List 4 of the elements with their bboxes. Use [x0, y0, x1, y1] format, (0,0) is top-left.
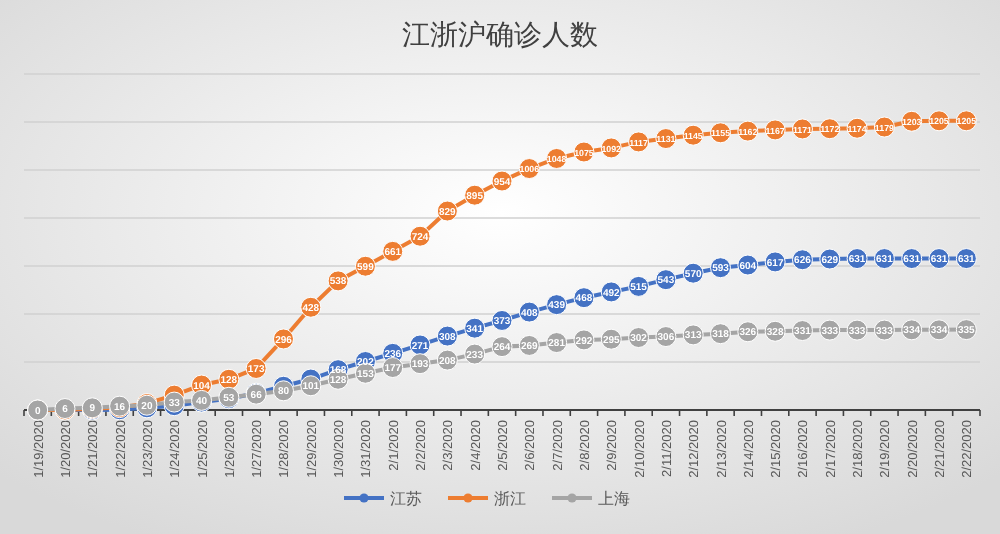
legend-label: 浙江	[494, 490, 526, 508]
legend-label: 上海	[598, 490, 630, 508]
legend-label: 江苏	[390, 490, 422, 508]
chart-title: 江浙沪确诊人数	[402, 18, 598, 50]
